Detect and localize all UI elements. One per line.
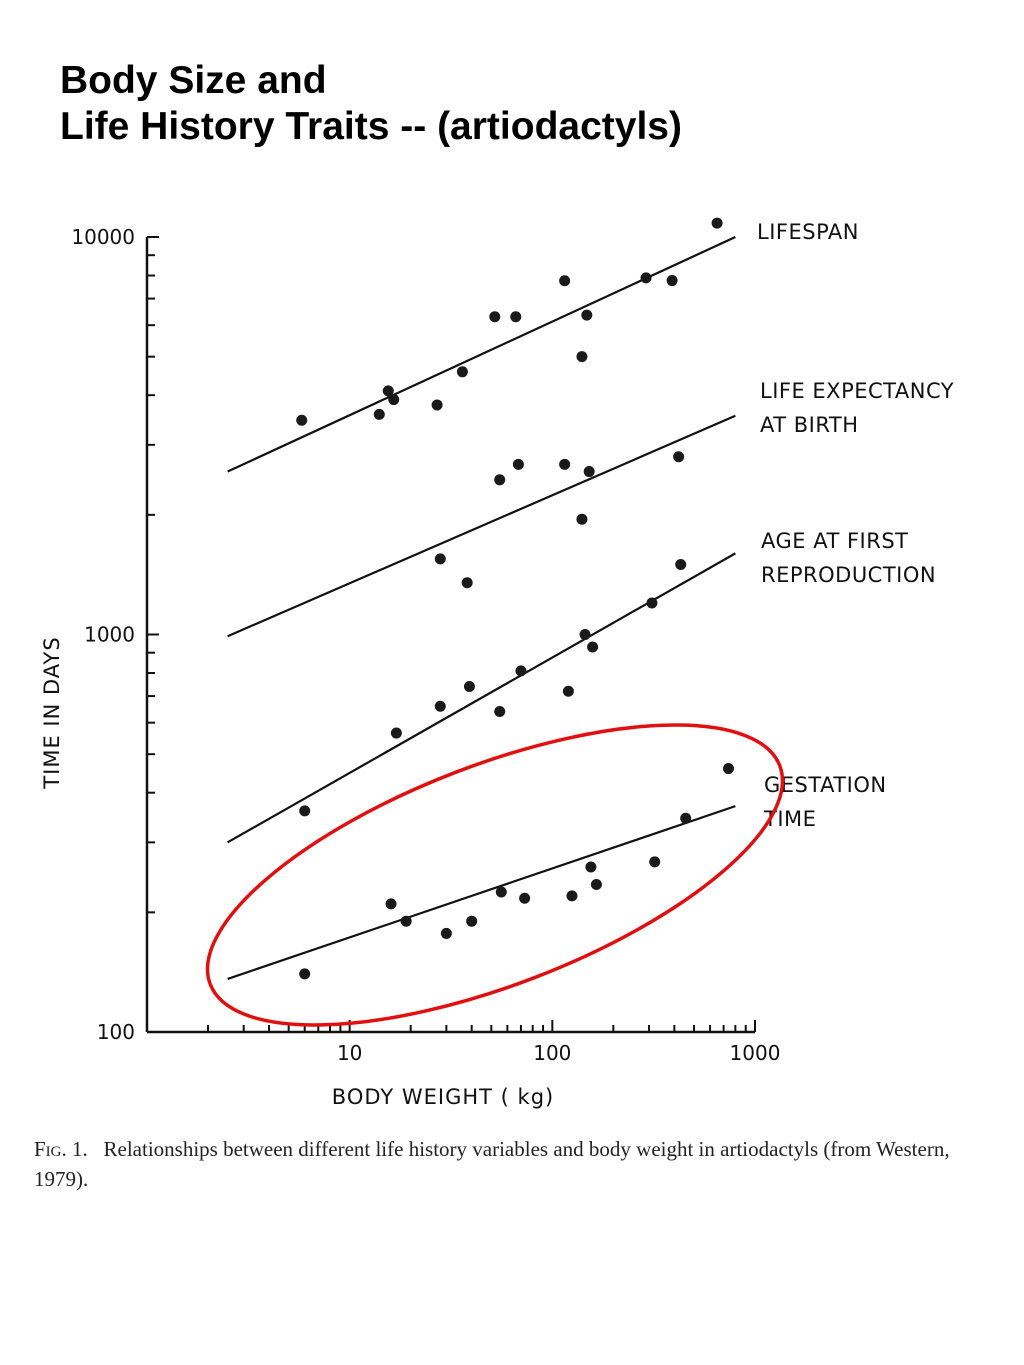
fit-line: [227, 236, 736, 473]
data-point: [576, 513, 588, 525]
x-tick-label: 100: [533, 1041, 571, 1065]
data-point: [512, 458, 524, 470]
data-point: [440, 927, 452, 939]
series-label: GESTATION: [764, 773, 887, 797]
series-label: LIFE EXPECTANCY: [760, 379, 954, 403]
data-point: [585, 861, 597, 873]
series-label: AT BIRTH: [760, 413, 859, 437]
data-point: [463, 680, 475, 692]
data-point: [461, 577, 473, 589]
data-point: [388, 394, 400, 406]
data-point: [711, 217, 723, 229]
y-axis-label: TIME IN DAYS: [40, 636, 64, 789]
data-point: [515, 665, 527, 677]
series-lifespan: LIFESPAN: [227, 217, 859, 473]
series-label: REPRODUCTION: [761, 563, 936, 587]
highlight-ellipse: [205, 723, 785, 1027]
fit-line: [227, 414, 736, 638]
data-point: [519, 892, 531, 904]
data-point: [385, 898, 397, 910]
data-point: [434, 700, 446, 712]
x-tick-label: 1000: [730, 1041, 781, 1065]
data-point: [299, 805, 311, 817]
data-point: [466, 915, 478, 927]
data-point: [566, 890, 578, 902]
data-point: [673, 451, 685, 463]
caption-text: Relationships between different life his…: [34, 1137, 950, 1191]
series-label: LIFESPAN: [757, 220, 859, 244]
data-point: [299, 968, 311, 980]
x-axis-label: BODY WEIGHT ( kg): [332, 1085, 554, 1109]
data-point: [666, 275, 678, 287]
figure-caption: Fig. 1. Relationships between different …: [34, 1134, 999, 1194]
data-point: [581, 309, 593, 321]
y-tick-label: 100: [97, 1020, 135, 1044]
fit-line: [227, 805, 736, 980]
y-tick-label: 1000: [84, 623, 135, 647]
data-point: [400, 915, 412, 927]
data-point: [590, 879, 602, 891]
data-point: [680, 812, 692, 824]
data-point: [373, 408, 385, 420]
data-point: [296, 414, 308, 426]
slide-title-line-2: Life History Traits -- (artiodactyls): [60, 105, 682, 148]
y-tick-label: 10000: [71, 225, 135, 249]
data-point: [559, 275, 571, 287]
data-point: [559, 458, 571, 470]
data-point: [646, 597, 658, 609]
data-point: [431, 399, 443, 411]
slide-title-line-1: Body Size and: [60, 59, 327, 102]
series-age-at-first-reproduction: AGE AT FIRST REPRODUCTION: [227, 529, 936, 844]
chart-figure: 10 100 1000 100 1000 10000 BODY WEIGHT ( kg) TI…: [40, 217, 954, 1109]
data-point: [434, 553, 446, 565]
data-point: [489, 311, 501, 323]
data-point: [562, 685, 574, 697]
data-point: [640, 272, 652, 284]
data-point: [649, 856, 661, 868]
data-point: [494, 474, 506, 486]
x-tick-label: 10: [337, 1041, 362, 1065]
fit-line: [227, 552, 736, 844]
data-point: [510, 311, 522, 323]
data-point: [495, 886, 507, 898]
data-point: [494, 706, 506, 718]
series-label: AGE AT FIRST: [761, 529, 908, 553]
caption-figure-label: Fig. 1.: [34, 1137, 88, 1161]
data-point: [576, 351, 588, 363]
slide-title: Body Size and Life History Traits -- (ar…: [60, 58, 682, 150]
series-life-expectancy-at-birth: LIFE EXPECTANCY AT BIRTH: [227, 379, 954, 638]
data-point: [587, 641, 599, 653]
data-point: [583, 466, 595, 478]
data-point: [675, 559, 687, 571]
data-point: [579, 629, 591, 640]
data-point: [722, 763, 734, 775]
data-point: [456, 366, 468, 378]
data-point: [382, 385, 394, 397]
data-point: [390, 727, 402, 739]
